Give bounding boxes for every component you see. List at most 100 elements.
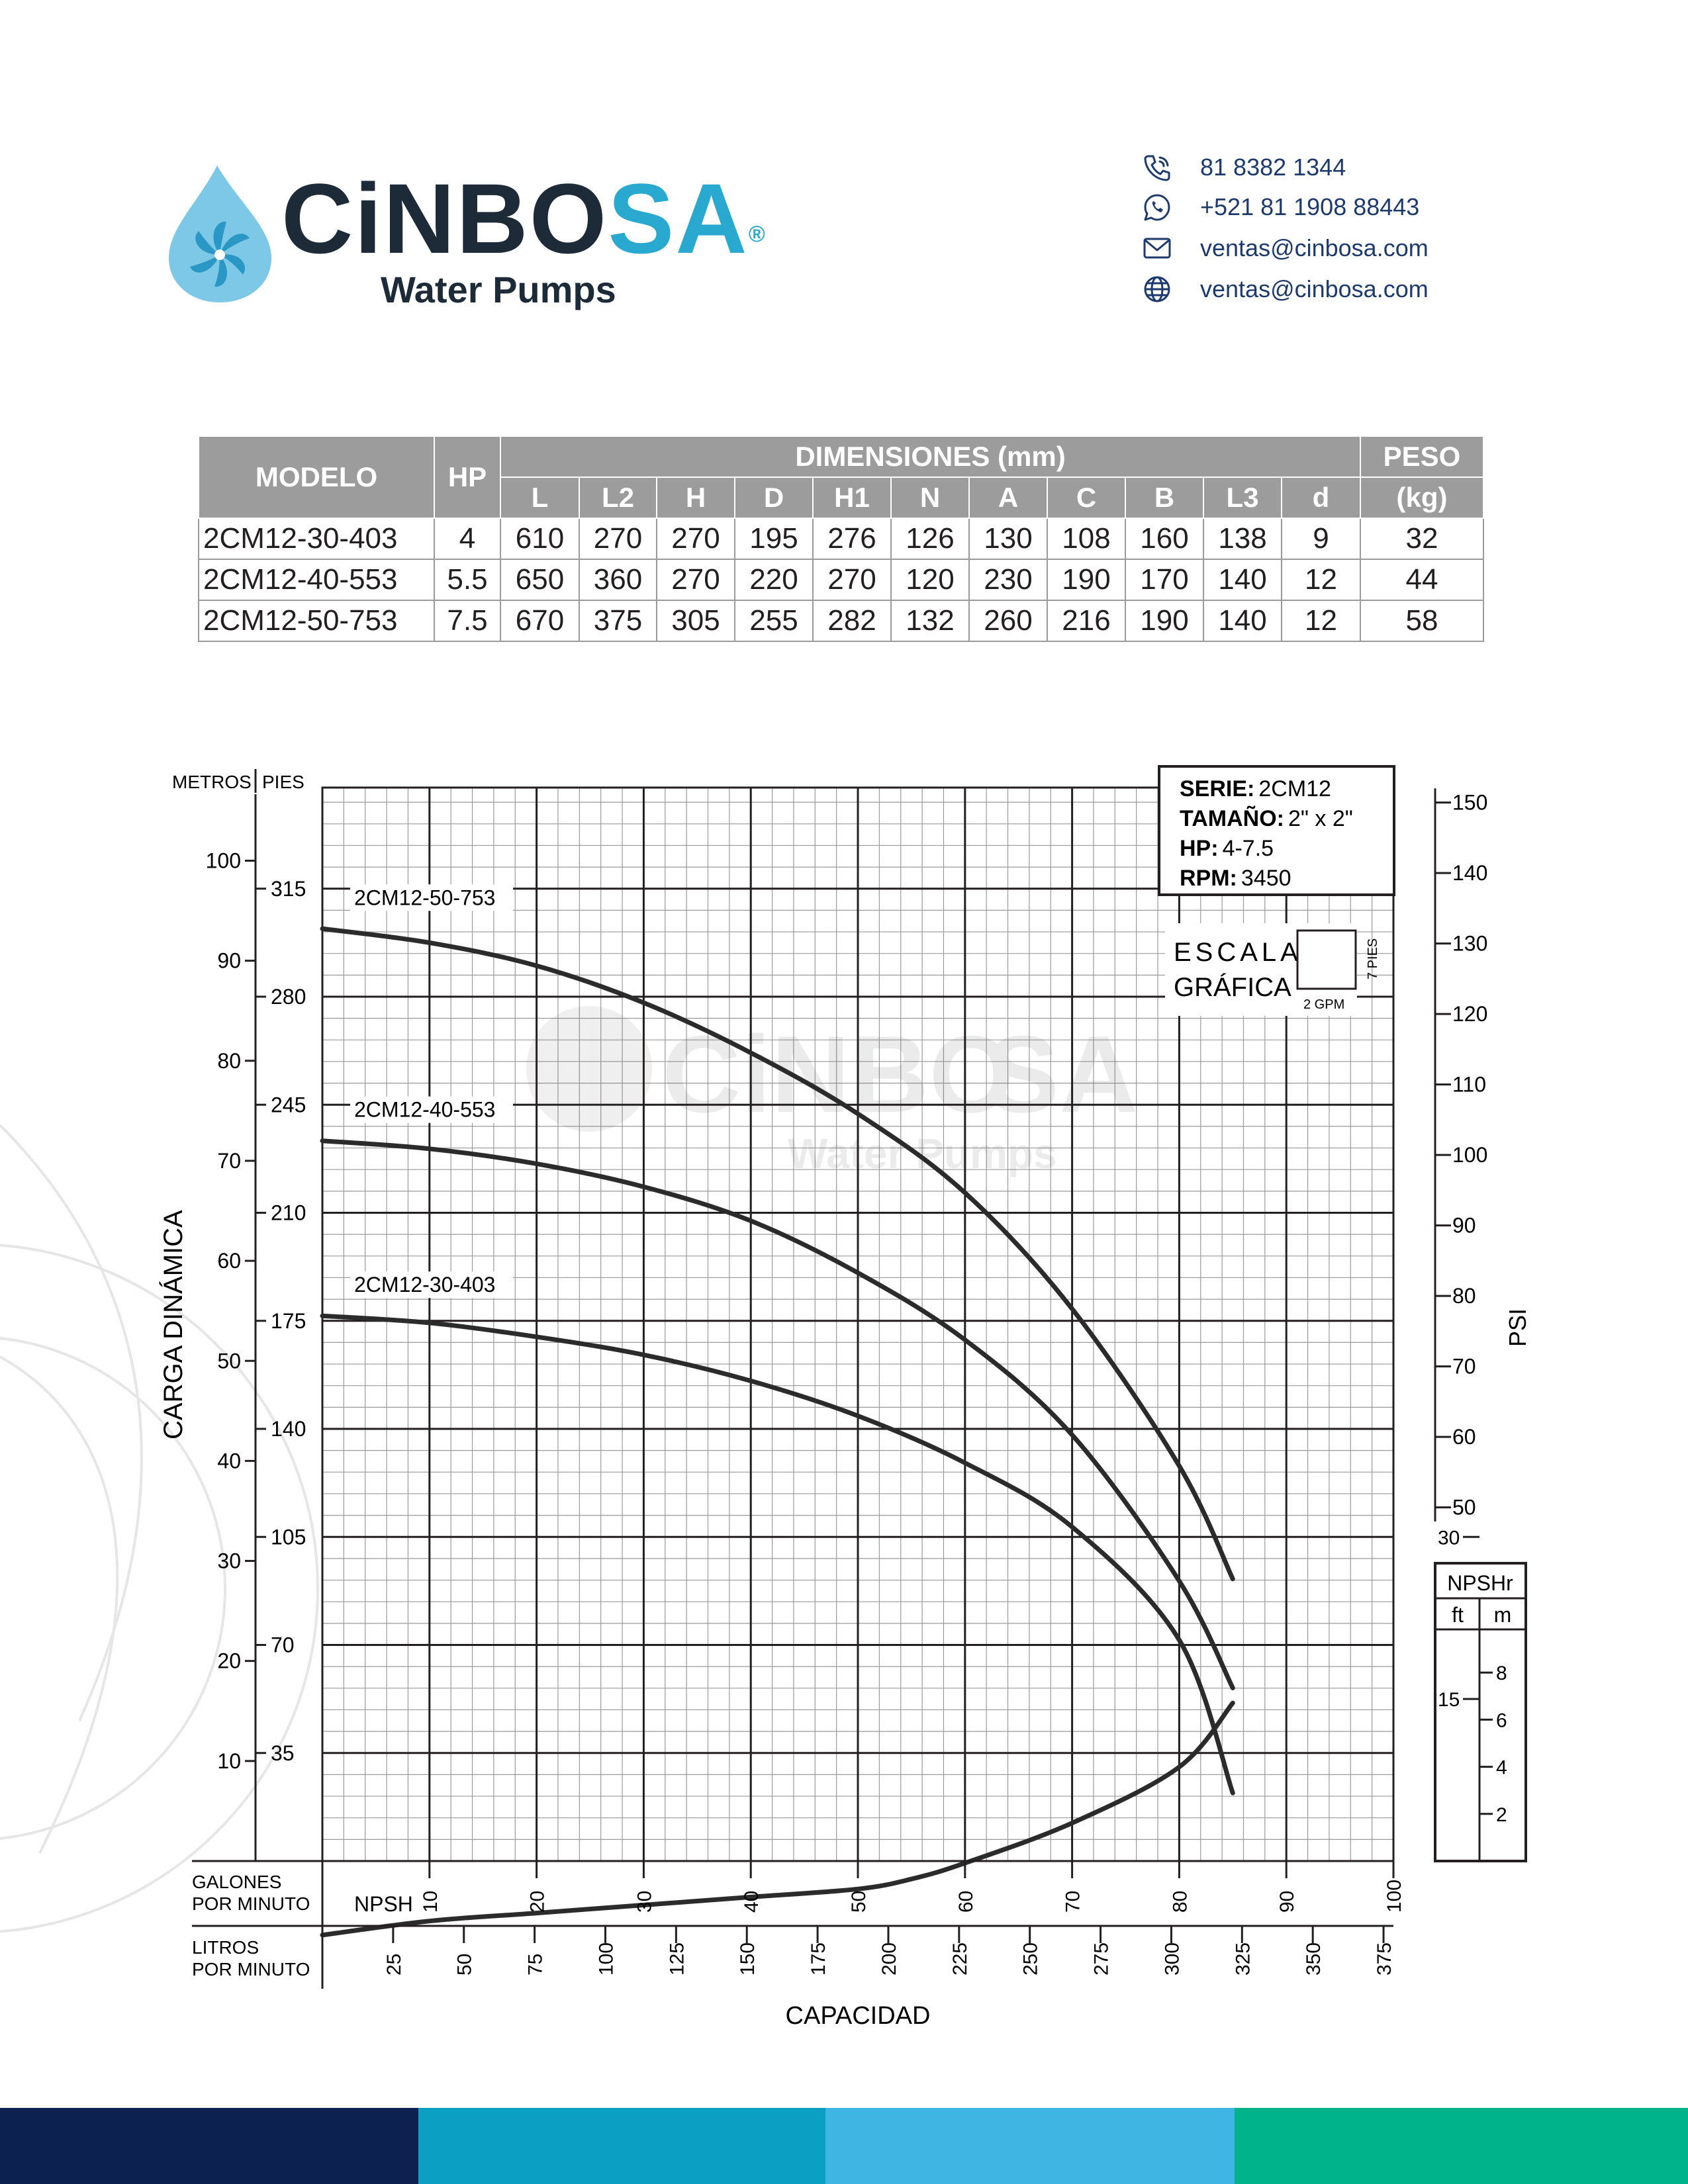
series-info-box: SERIE: 2CM12 TAMAÑO: 2" x 2" HP: 4-7.5 RPM:… [1158, 765, 1395, 896]
water-drop-logo-icon [169, 165, 271, 302]
psi-label: PSI [1504, 1308, 1531, 1347]
header-dim: H1 [812, 477, 892, 519]
bottom-axes: 10 20 30 40 50 60 70 80 90 100 25 50 75 100 125 150 175 2… [192, 1860, 1405, 1989]
cell-weight: 58 [1360, 600, 1484, 642]
cell-model: 2CM12-50-753 [198, 600, 435, 642]
cell-dim: 670 [500, 600, 580, 642]
lpm-tick-label: 125 [666, 1942, 688, 1976]
cell-dim: 160 [1125, 518, 1204, 560]
cell-hp: 4 [434, 518, 501, 560]
npshr-m-tick-label: 8 [1496, 1662, 1507, 1684]
cell-dim: 270 [656, 559, 735, 601]
header-weight: PESO [1360, 435, 1484, 478]
curve-label-bg [350, 1890, 410, 1917]
pies-tick-label: 210 [271, 1201, 306, 1225]
cell-hp: 7.5 [434, 600, 501, 642]
pump-curve-chart: CiNBO SA Water Pumps 2CM12-50-753 2CM12-4… [0, 765, 1531, 2030]
whatsapp-text[interactable]: +521 81 1908 88443 [1200, 193, 1420, 220]
footer-bar-navy [0, 2108, 418, 2184]
lpm-tick-label: 275 [1091, 1942, 1113, 1976]
background-decoration [0, 1124, 319, 1933]
metros-tick-label: 90 [217, 949, 241, 973]
metros-tick-label: 40 [217, 1449, 241, 1473]
psi-tick-label: 100 [1452, 1143, 1487, 1167]
web-text[interactable]: ventas@cinbosa.com [1200, 275, 1429, 302]
cell-dim: 360 [579, 559, 657, 601]
psi-tick-label: 150 [1452, 791, 1487, 815]
curve-label-bg [350, 884, 513, 911]
footer-bar-sky [825, 2108, 1235, 2184]
pies-tick-label: 35 [271, 1741, 295, 1765]
curve-label: 2CM12-30-403 [354, 1273, 495, 1297]
psi-tick-label: 140 [1452, 861, 1487, 885]
cell-weight: 32 [1360, 518, 1484, 560]
gpm-label-line1: GALONES [192, 1872, 281, 1892]
scale-line2: GRÁFICA [1174, 972, 1291, 1002]
cell-dim: 12 [1281, 559, 1361, 601]
email-text[interactable]: ventas@cinbosa.com [1200, 234, 1429, 261]
lpm-tick-label: 325 [1232, 1942, 1254, 1976]
npshr-scale: NPSHr ft m 15 30 2 4 6 8 [1434, 1527, 1527, 1862]
pies-label: PIES [262, 772, 305, 792]
curve-label: 2CM12-50-753 [354, 886, 495, 909]
gpm-tick-label: 90 [1276, 1891, 1298, 1913]
header-dim: L2 [579, 477, 657, 519]
size-value: 2" x 2" [1288, 806, 1353, 831]
gpm-tick-label: 100 [1383, 1880, 1405, 1913]
contact-phone: 81 8382 1344 [1142, 151, 1346, 184]
gpm-tick-label: 80 [1169, 1891, 1191, 1913]
watermark-brand: CiNBO [662, 1013, 1014, 1135]
gpm-label-line2: POR MINUTO [192, 1893, 310, 1914]
lpm-tick-label: 100 [595, 1942, 617, 1976]
header-dim: C [1047, 477, 1126, 519]
contact-email: ventas@cinbosa.com [1142, 232, 1429, 265]
table-row: 2CM12-50-753 7.5 670 375 305 255 282 132… [198, 600, 1484, 642]
gpm-tick-label: 70 [1062, 1891, 1084, 1913]
hp-value: 4-7.5 [1223, 836, 1274, 861]
curve-2cm12-30-403 [320, 1313, 1235, 1796]
lpm-tick-label: 250 [1020, 1942, 1042, 1976]
lpm-tick-label: 75 [525, 1954, 547, 1976]
header-weight-unit: (kg) [1360, 477, 1484, 519]
cell-dim: 260 [968, 600, 1048, 642]
psi-tick-label: 70 [1452, 1355, 1476, 1379]
phone-icon [1144, 155, 1170, 181]
lpm-tick-label: 225 [949, 1942, 971, 1976]
curve-label-bg [350, 1096, 513, 1123]
pies-tick-label: 175 [271, 1309, 306, 1333]
cell-dim: 276 [812, 518, 892, 560]
lpm-tick-label: 300 [1161, 1942, 1183, 1976]
psi-tick-label: 110 [1452, 1073, 1486, 1097]
contact-whatsapp: +521 81 1908 88443 [1142, 191, 1419, 224]
cell-dim: 140 [1203, 559, 1282, 601]
globe-icon [1144, 276, 1170, 302]
metros-label: METROS [172, 772, 252, 792]
metros-tick-label: 70 [217, 1149, 241, 1173]
left-axes: 10 20 30 40 50 60 70 80 90 100 35 70 105 140 175 210 245… [206, 794, 306, 1861]
metros-tick-label: 100 [206, 849, 241, 873]
watermark-logo: CiNBO SA Water Pumps [526, 1006, 1138, 1177]
serie-value: 2CM12 [1258, 776, 1331, 801]
npshr-ft-tick-label: 15 [1438, 1689, 1460, 1711]
brand-name: CiNBOSA® [281, 163, 767, 274]
cell-dim: 130 [968, 518, 1048, 560]
cell-model: 2CM12-30-403 [198, 518, 435, 560]
cell-dim: 170 [1125, 559, 1204, 601]
cell-dim: 610 [500, 518, 580, 560]
header-dim: N [890, 477, 970, 519]
header-model: MODELO [198, 435, 435, 519]
gpm-tick-label: 30 [633, 1891, 655, 1913]
curve-label: 2CM12-40-553 [354, 1098, 495, 1122]
pies-tick-label: 140 [271, 1417, 306, 1441]
dimensions-table: MODELO HP DIMENSIONES (mm) PESO L L2 H D… [198, 435, 1484, 642]
cell-dim: 108 [1047, 518, 1126, 560]
metros-tick-label: 80 [217, 1049, 241, 1073]
lpm-tick-label: 350 [1303, 1942, 1325, 1976]
npshr-m-tick-label: 2 [1496, 1804, 1507, 1826]
header-dim: L [500, 477, 580, 519]
contact-web: ventas@cinbosa.com [1142, 273, 1429, 306]
cell-dim: 140 [1203, 600, 1282, 642]
rpm-value: 3450 [1241, 866, 1291, 891]
phone-text[interactable]: 81 8382 1344 [1200, 154, 1346, 181]
npshr-title: NPSHr [1447, 1571, 1513, 1595]
